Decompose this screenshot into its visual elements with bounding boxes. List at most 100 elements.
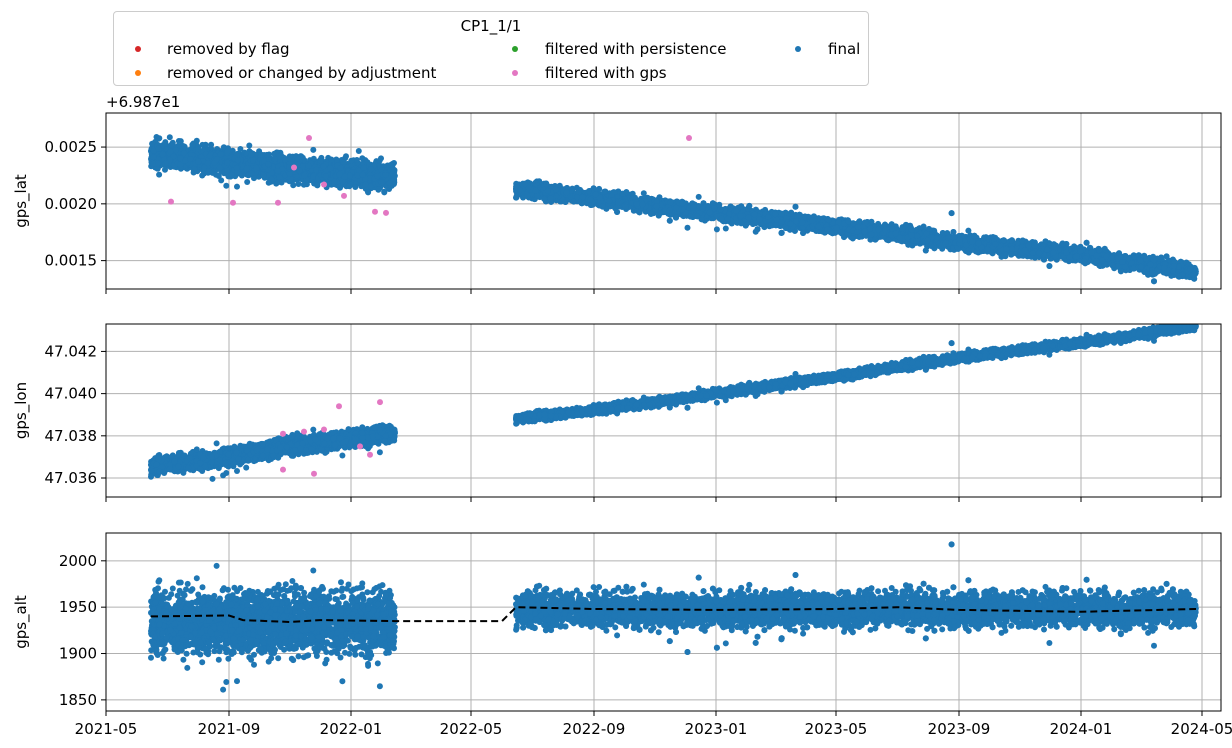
final-point <box>265 179 272 186</box>
final-point <box>175 138 182 144</box>
final-point <box>296 167 303 174</box>
final-point <box>181 143 188 150</box>
final-point <box>352 184 359 190</box>
final-point <box>162 160 169 167</box>
final-point <box>206 152 213 159</box>
final-point <box>150 154 157 161</box>
final-point <box>341 173 348 180</box>
final-point <box>305 162 312 169</box>
final-point <box>359 171 366 178</box>
final-point <box>263 151 270 158</box>
legend-title: CP1_1/1 <box>114 17 868 35</box>
final-point <box>391 172 398 179</box>
final-point <box>172 147 179 154</box>
final-point <box>382 171 389 178</box>
final-point <box>177 155 184 162</box>
final-point <box>362 181 369 188</box>
final-point <box>156 135 163 142</box>
final-point <box>346 183 353 190</box>
y-tick-label: 0.0015 <box>45 252 98 270</box>
final-point <box>248 151 255 158</box>
final-point <box>265 161 272 168</box>
final-point <box>244 179 251 185</box>
legend-label-filtered-gps: filtered with gps <box>545 64 667 82</box>
final-point <box>365 189 372 196</box>
final-point <box>387 161 394 168</box>
final-point <box>375 186 382 193</box>
final-point <box>258 151 265 158</box>
final-point <box>322 173 329 180</box>
final-point <box>162 140 168 147</box>
final-point <box>378 179 385 186</box>
legend-label-final: final <box>828 40 860 58</box>
y-tick-label: 0.0025 <box>45 138 98 156</box>
final-point <box>331 178 338 185</box>
final-point <box>223 182 230 189</box>
final-point <box>276 174 283 181</box>
final-point <box>193 137 200 144</box>
final-point <box>386 180 393 187</box>
final-point <box>199 172 206 179</box>
legend-marker-final <box>795 46 801 52</box>
final-point <box>208 141 215 148</box>
final-point <box>213 156 220 163</box>
final-point <box>181 150 187 157</box>
y-tick-label: 0.0020 <box>45 195 98 213</box>
final-point <box>313 166 319 173</box>
final-point <box>381 188 388 195</box>
plot-area <box>148 134 1199 285</box>
final-point <box>233 165 240 171</box>
final-point <box>374 172 381 179</box>
final-point <box>155 160 162 167</box>
final-point <box>271 156 278 163</box>
final-point <box>260 172 267 179</box>
final-point <box>217 151 224 158</box>
final-point <box>195 158 202 165</box>
final-point <box>328 156 335 163</box>
legend: CP1_1/1 removed by flag removed or chang… <box>113 11 869 86</box>
final-point <box>166 134 173 141</box>
final-point <box>376 157 383 164</box>
legend-label-removed-by-flag: removed by flag <box>167 40 290 58</box>
final-point <box>337 164 344 171</box>
final-point <box>234 183 240 190</box>
final-point <box>216 164 223 171</box>
final-point <box>327 165 334 172</box>
final-point <box>310 146 317 153</box>
legend-marker-filtered-persistence <box>512 46 518 52</box>
final-point <box>246 142 253 149</box>
final-point <box>313 182 320 188</box>
final-point <box>274 168 281 174</box>
final-point <box>167 148 174 155</box>
final-point <box>368 166 375 173</box>
final-point <box>286 171 293 177</box>
final-point <box>317 158 324 165</box>
final-point <box>201 164 208 171</box>
final-point <box>253 165 260 172</box>
final-point <box>295 181 302 187</box>
final-point <box>348 157 355 164</box>
final-point <box>237 146 244 152</box>
legend-marker-filtered-gps <box>512 70 518 76</box>
final-point <box>156 171 163 178</box>
final-point <box>224 159 231 166</box>
final-point <box>353 157 360 163</box>
final-point <box>359 155 366 162</box>
legend-marker-removed-or-changed <box>135 70 141 76</box>
final-point <box>320 163 327 170</box>
legend-label-filtered-persistence: filtered with persistence <box>545 40 726 58</box>
final-point <box>234 157 241 164</box>
legend-label-removed-or-changed: removed or changed by adjustment <box>167 64 436 82</box>
final-point <box>282 156 289 163</box>
final-point <box>168 142 175 148</box>
final-point <box>159 151 166 158</box>
final-point <box>346 172 353 179</box>
final-point <box>290 182 297 189</box>
final-point <box>250 157 256 164</box>
final-point <box>187 156 194 162</box>
final-point <box>155 145 162 152</box>
legend-marker-removed-by-flag <box>135 46 141 52</box>
final-point <box>301 172 308 179</box>
